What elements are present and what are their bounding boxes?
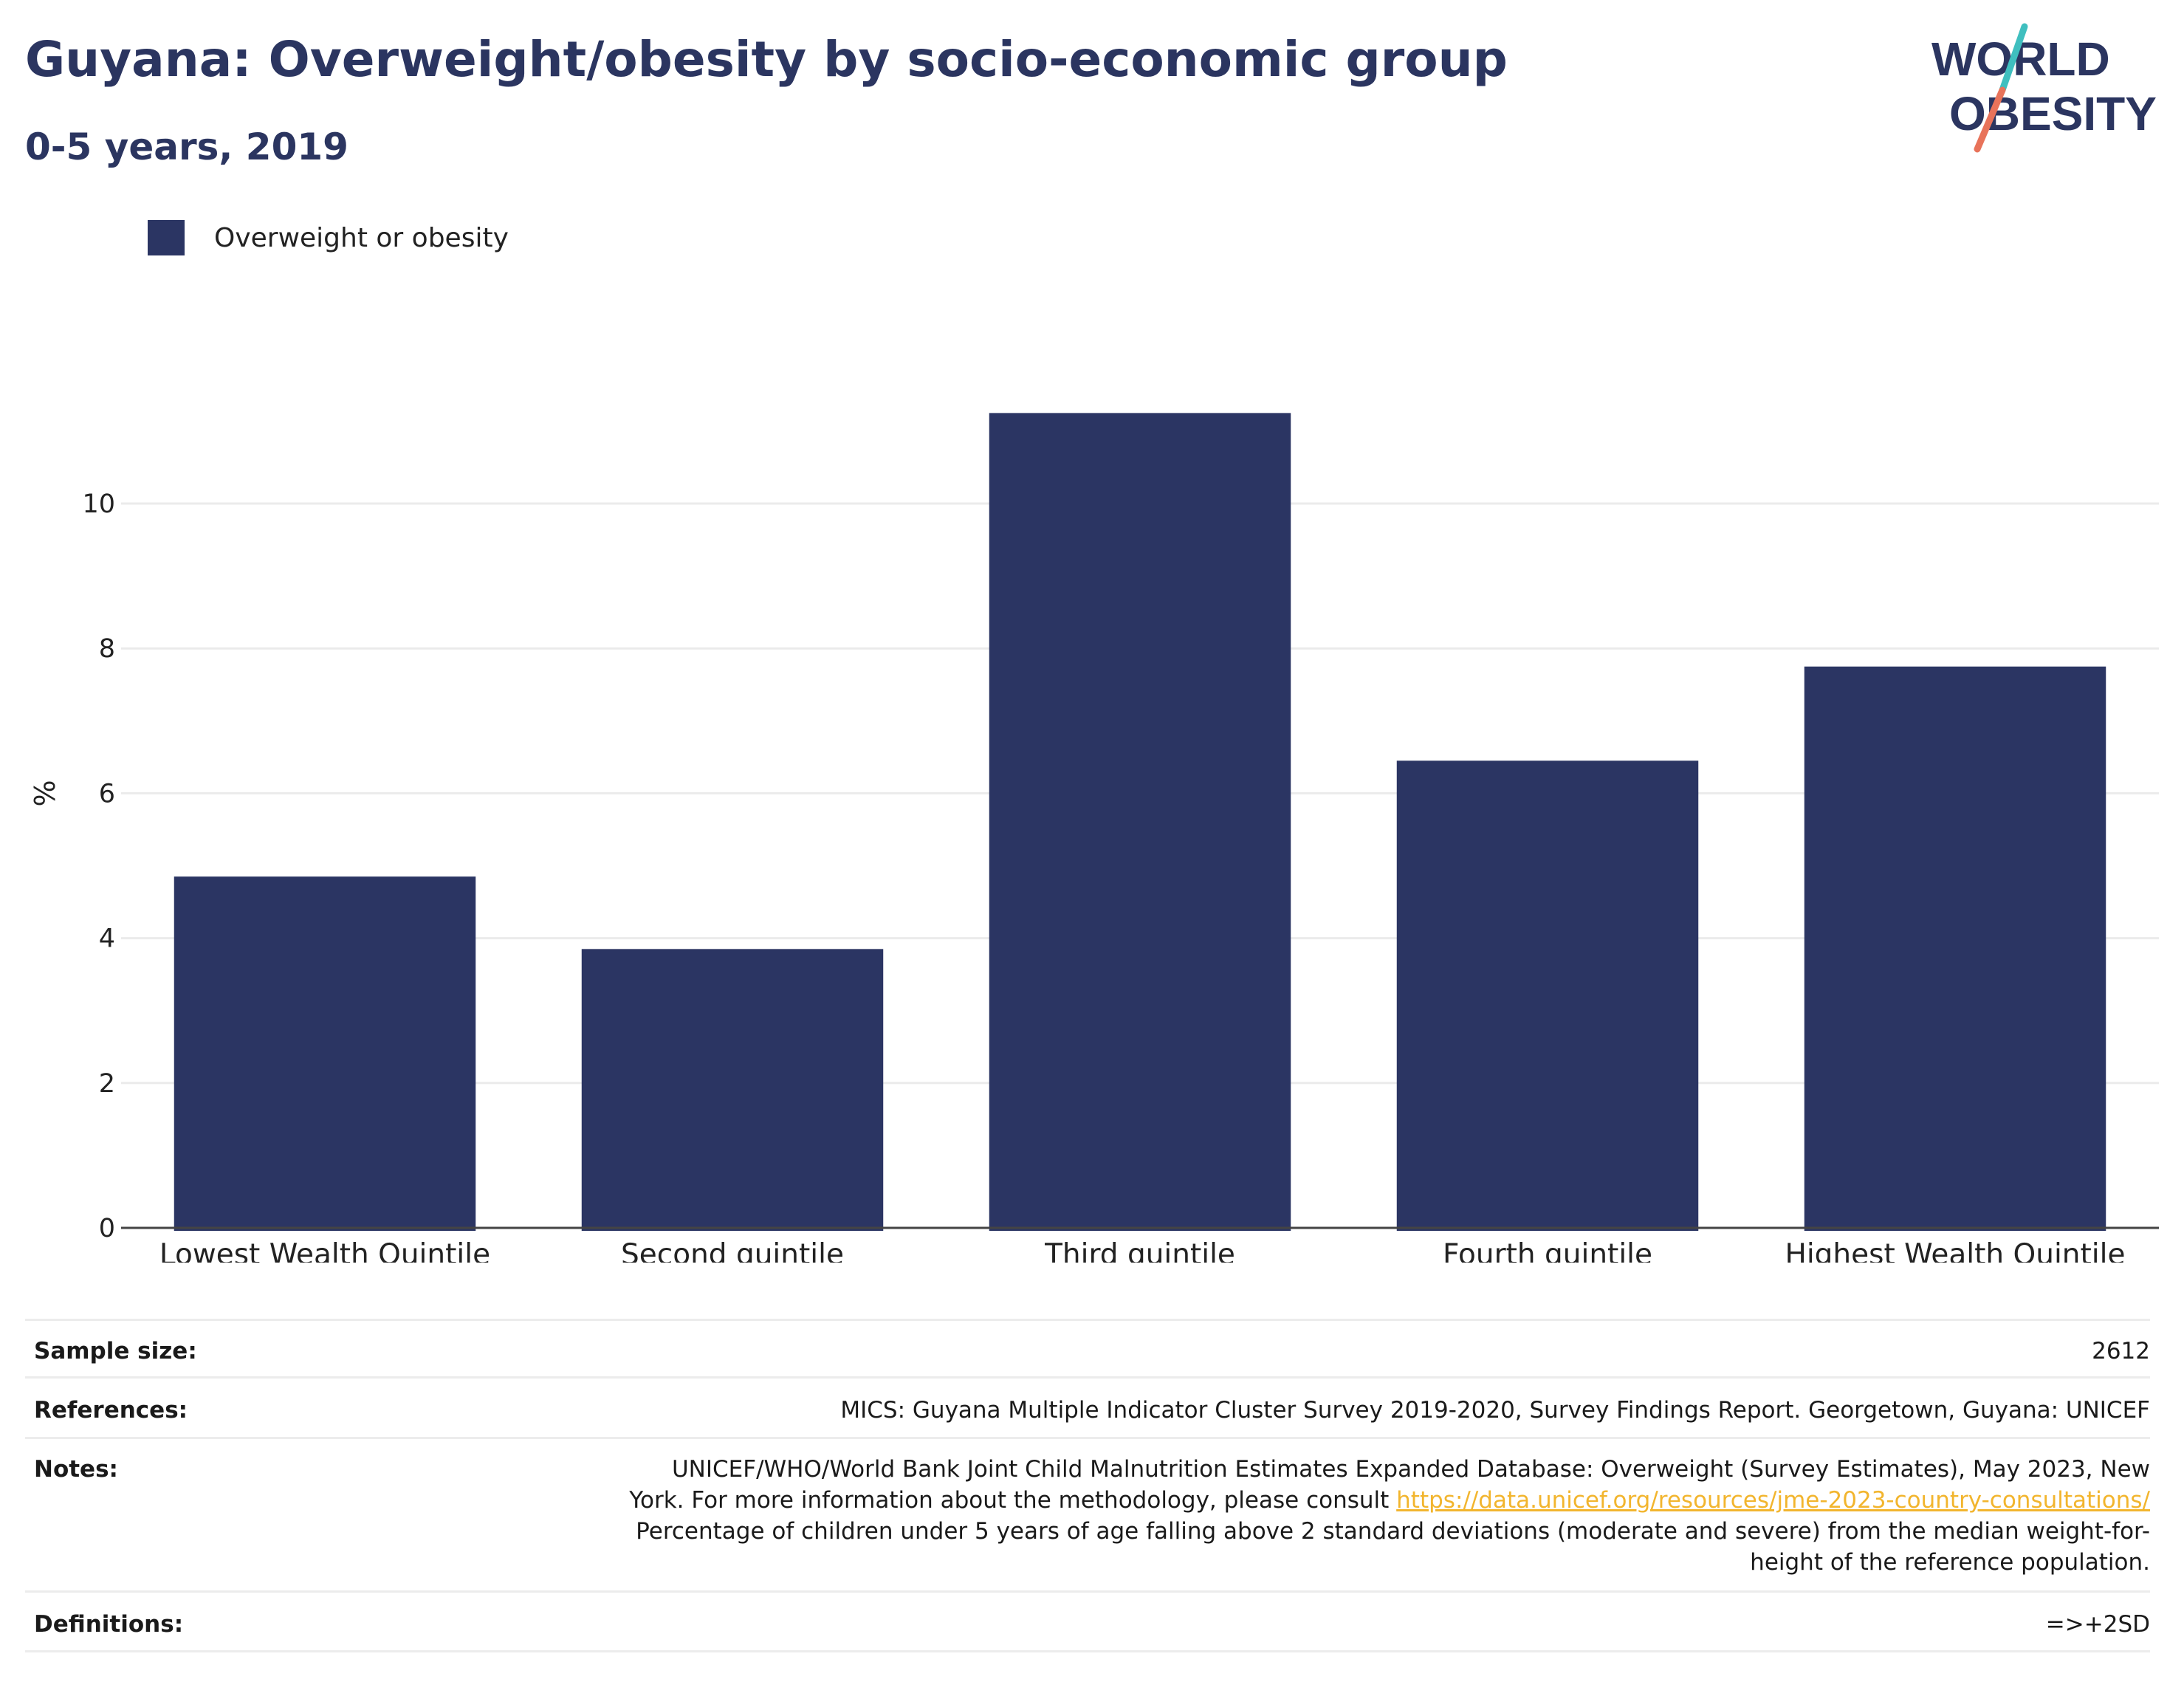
meta-row-definitions: Definitions: =>+2SD	[25, 1590, 2150, 1652]
notes-value: UNICEF/WHO/World Bank Joint Child Malnut…	[614, 1454, 2150, 1578]
y-tick-label: 8	[99, 634, 115, 664]
x-tick-label: Third quintile	[1044, 1238, 1235, 1263]
y-tick-label: 6	[99, 779, 115, 808]
y-tick-label: 4	[99, 924, 115, 954]
y-axis-title: %	[29, 780, 61, 806]
notes-label: Notes:	[34, 1456, 118, 1483]
bar	[581, 949, 884, 1231]
notes-text-after: Percentage of children under 5 years of …	[636, 1518, 2150, 1576]
meta-row-sample-size: Sample size: 2612	[25, 1319, 2150, 1376]
chart-title: Guyana: Overweight/obesity by socio-econ…	[25, 31, 1508, 88]
legend-swatch	[148, 220, 185, 255]
x-tick-label: Fourth quintile	[1443, 1238, 1652, 1263]
x-tick-label: Highest Wealth Quintile	[1785, 1238, 2126, 1263]
metadata-table: Sample size: 2612 References: MICS: Guya…	[25, 1319, 2150, 1652]
references-label: References:	[34, 1397, 188, 1424]
y-tick-label: 0	[99, 1214, 115, 1243]
meta-row-references: References: MICS: Guyana Multiple Indica…	[25, 1376, 2150, 1437]
y-tick-label: 10	[82, 490, 115, 519]
legend-label: Overweight or obesity	[214, 223, 509, 253]
y-tick-label: 2	[99, 1069, 115, 1099]
chart-subtitle: 0-5 years, 2019	[25, 126, 348, 168]
bar	[989, 413, 1291, 1231]
bar	[1396, 761, 1699, 1231]
logo-slash-top	[1999, 23, 2028, 94]
x-tick-label: Second quintile	[621, 1238, 844, 1263]
definitions-value: =>+2SD	[2045, 1611, 2150, 1638]
x-tick-label: Lowest Wealth Quintile	[159, 1238, 490, 1263]
logo-line-obesity: OBESITY	[1949, 87, 2157, 140]
logo-slash-bottom	[1974, 86, 2006, 153]
bar-chart: 0 2 4 6 8 10% Lowest Wealth Quintile Second qui…	[29, 413, 2159, 1263]
bar	[1804, 666, 2106, 1231]
notes-text-before: UNICEF/WHO/World Bank Joint Child Malnut…	[629, 1456, 2150, 1514]
sample-size-label: Sample size:	[34, 1338, 197, 1364]
sample-size-value: 2612	[2092, 1338, 2150, 1364]
methodology-link[interactable]: https://data.unicef.org/resources/jme-20…	[1396, 1487, 2150, 1514]
references-value: MICS: Guyana Multiple Indicator Cluster …	[840, 1397, 2150, 1424]
meta-row-notes: Notes: UNICEF/WHO/World Bank Joint Child…	[25, 1437, 2150, 1590]
definitions-label: Definitions:	[34, 1611, 184, 1638]
bar	[174, 876, 476, 1231]
world-obesity-logo: WORLD OBESITY	[1931, 23, 2157, 153]
